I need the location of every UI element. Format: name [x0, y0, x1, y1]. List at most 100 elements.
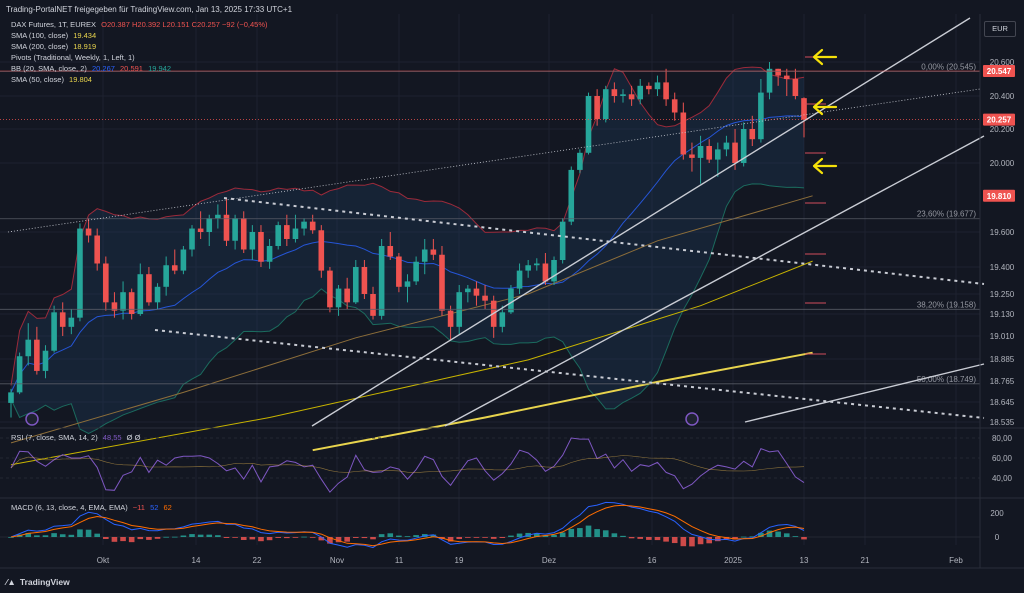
- currency-button[interactable]: EUR: [984, 21, 1016, 37]
- annotation-arrow-icon: [812, 98, 838, 116]
- sma100-label: SMA (100, close): [11, 31, 69, 40]
- legend-sma200[interactable]: SMA (200, close) 18.919: [11, 42, 96, 52]
- candle-body: [723, 142, 730, 150]
- candle-body: [51, 312, 57, 351]
- macd-histogram-bar: [34, 535, 40, 537]
- bb-upper-value: 20.591: [120, 64, 143, 73]
- macd-histogram-bar: [585, 525, 592, 537]
- bb-basis-line: [10, 115, 805, 393]
- candle-body: [318, 230, 325, 271]
- bollinger-band-area: [11, 67, 804, 434]
- macd-histogram-bar: [223, 537, 230, 538]
- time-tick-label: 21: [861, 556, 870, 565]
- candle-body: [370, 294, 376, 316]
- time-tick-label: Nov: [330, 556, 344, 565]
- rsi-extra: Ø Ø: [126, 433, 141, 442]
- trendline-channel-mid: [444, 135, 985, 427]
- candle-body: [516, 270, 523, 289]
- macd-histogram-bar: [335, 537, 342, 543]
- legend-bb[interactable]: BB (20, SMA, close, 2) 20.267 20.591 19.…: [11, 64, 171, 74]
- candle-body: [697, 146, 704, 158]
- price-tick-label: 20.600: [990, 58, 1015, 67]
- time-tick-label: Dez: [542, 556, 556, 565]
- sma200-label: SMA (200, close): [11, 42, 69, 51]
- macd-histogram-bar: [594, 529, 600, 537]
- legend-pivots[interactable]: Pivots (Traditional, Weekly, 1, Left, 1): [11, 53, 135, 63]
- candle-body: [706, 146, 712, 160]
- legend-rsi[interactable]: RSI (7, close, SMA, 14, 2) 48,55 Ø Ø: [11, 433, 140, 443]
- price-tick-label: 18.535: [990, 418, 1015, 427]
- sma50-value: 19.804: [69, 75, 92, 84]
- macd-histogram-bar: [154, 537, 161, 539]
- candle-body: [551, 260, 557, 282]
- candle-body: [715, 149, 721, 160]
- candle-body: [646, 85, 652, 90]
- macd-histogram-bar: [197, 534, 204, 537]
- candle-body: [120, 292, 126, 311]
- legend-macd[interactable]: MACD (6, 13, close, 4, EMA, EMA) −11 52 …: [11, 503, 172, 513]
- candle-body: [128, 292, 135, 314]
- macd-histogram-bar: [671, 537, 678, 544]
- candle-body: [34, 339, 40, 371]
- candle-body: [413, 261, 419, 282]
- candle-body: [680, 112, 687, 155]
- candle-body: [137, 274, 144, 314]
- fib-level-label: 38,20% (19.158): [917, 300, 976, 309]
- candle-body: [275, 225, 282, 246]
- macd-histogram-bar: [111, 537, 118, 542]
- macd-histogram-bar: [680, 537, 687, 547]
- macd-histogram-bar: [275, 537, 282, 538]
- legend-sma100[interactable]: SMA (100, close) 19.434: [11, 31, 96, 41]
- macd-histogram-bar: [301, 536, 307, 538]
- candle-body: [542, 263, 549, 282]
- candle-body: [25, 339, 32, 357]
- rsi-tick-label: 60,00: [992, 454, 1013, 463]
- candle-body: [611, 89, 618, 96]
- candle-body: [568, 169, 575, 222]
- candle-body: [447, 310, 454, 327]
- trendline-dotted-lower: [154, 329, 985, 419]
- macd-histogram-bar: [8, 537, 14, 538]
- candle-body: [42, 350, 49, 371]
- candle-body: [499, 312, 506, 327]
- macd-histogram-bar: [396, 535, 402, 537]
- candle-body: [439, 254, 445, 311]
- macd-histogram-bar: [387, 533, 394, 537]
- arrow-shape: [812, 98, 838, 116]
- time-tick-label: Feb: [949, 556, 963, 565]
- legend-sma50[interactable]: SMA (50, close) 19.804: [11, 75, 92, 85]
- macd-histogram-bar: [508, 535, 514, 537]
- macd-signal-value: 62: [163, 503, 172, 512]
- candle-body: [146, 274, 152, 303]
- candle-body: [163, 265, 169, 287]
- price-tick-label: 20.000: [990, 159, 1015, 168]
- candle-body: [301, 221, 307, 229]
- sma200-line: [312, 351, 813, 452]
- tradingview-logo[interactable]: ⁄▲ TradingView: [6, 577, 70, 587]
- sma100-line: [10, 260, 813, 466]
- macd-histogram-bar: [447, 537, 454, 542]
- candle-body: [197, 228, 204, 232]
- macd-histogram-bar: [344, 537, 350, 542]
- macd-label: MACD (6, 13, close, 4, EMA, EMA): [11, 503, 128, 512]
- macd-histogram-bar: [740, 536, 747, 538]
- candle-body: [628, 94, 635, 100]
- time-tick-label: 2025: [724, 556, 742, 565]
- macd-histogram-bar: [232, 537, 238, 538]
- time-tick-label: 11: [395, 556, 404, 565]
- arrow-shape: [812, 48, 838, 66]
- candle-body: [508, 288, 514, 313]
- macd-tick-label: 200: [990, 509, 1004, 518]
- macd-histogram-bar: [620, 535, 626, 537]
- candle-body: [189, 228, 195, 250]
- candle-body: [663, 82, 669, 100]
- sma200-value: 18.919: [73, 42, 97, 51]
- macd-histogram-bar: [654, 537, 661, 541]
- price-tick-label: 19.250: [990, 290, 1015, 299]
- time-tick-label: 19: [455, 556, 464, 565]
- bollinger-band-fill: [11, 67, 804, 434]
- macd-histogram-bar: [120, 537, 126, 542]
- candle-body: [689, 154, 695, 158]
- time-tick-label: 22: [253, 556, 262, 565]
- symbol-name[interactable]: DAX Futures, 1T, EUREX: [11, 20, 97, 29]
